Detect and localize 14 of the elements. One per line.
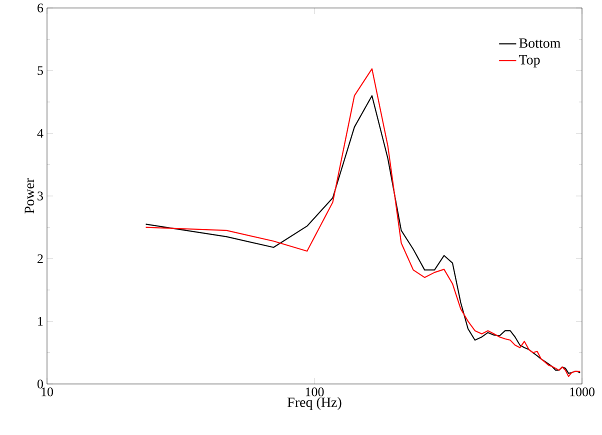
x-axis-title: Freq (Hz) [288, 397, 342, 410]
y-tick-label: 3 [38, 192, 43, 200]
x-tick-label: 1000 [570, 388, 595, 396]
y-tick-label: 2 [38, 254, 43, 263]
y-axis-title: Power [24, 178, 34, 214]
x-tick-label: 10 [42, 388, 54, 396]
legend-label: Top [518, 55, 540, 68]
x-tick-label: 100 [306, 388, 324, 396]
legend-label: Bottom [519, 38, 561, 48]
y-tick-label: 5 [38, 66, 43, 75]
y-tick-label: 4 [37, 129, 44, 138]
y-tick-label: 0 [37, 380, 43, 388]
y-tick-label: 6 [38, 4, 44, 12]
y-tick-label: 1 [38, 317, 43, 326]
